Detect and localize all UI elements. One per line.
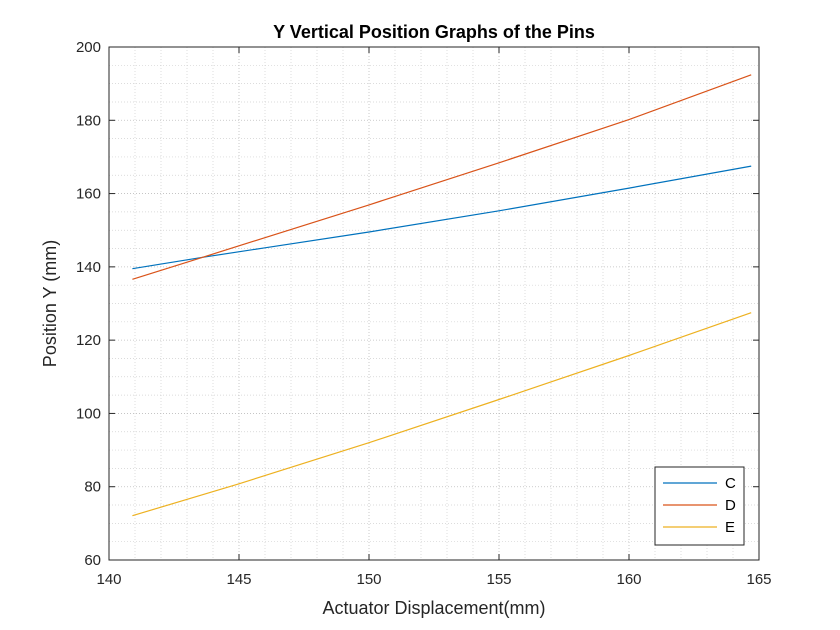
x-tick-label: 150: [356, 571, 381, 588]
minor-grid: [109, 47, 759, 560]
legend-label-e: E: [725, 519, 735, 536]
y-tick-label: 200: [76, 39, 101, 56]
legend-label-d: D: [725, 497, 736, 514]
y-tick-label: 100: [76, 405, 101, 422]
major-grid: [109, 47, 759, 560]
x-tick-label: 140: [96, 571, 121, 588]
chart-title: Y Vertical Position Graphs of the Pins: [273, 22, 595, 42]
y-tick-label: 60: [84, 552, 101, 569]
series-line-d: [132, 74, 752, 280]
legend: CDE: [654, 466, 745, 546]
legend-label-c: C: [725, 475, 736, 492]
axis-ticks: [108, 46, 760, 561]
legend-box: [654, 466, 745, 546]
x-axis-label: Actuator Displacement(mm): [322, 598, 545, 618]
y-tick-label: 140: [76, 259, 101, 276]
y-tick-label: 80: [84, 479, 101, 496]
y-axis-label: Position Y (mm): [40, 240, 60, 367]
tick-labels: 140 145 150 155 160 165 60 80 100 120 140 160 180 200: [76, 39, 772, 588]
y-tick-label: 180: [76, 112, 101, 129]
x-tick-label: 145: [226, 571, 251, 588]
x-tick-label: 160: [616, 571, 641, 588]
series-layer: [132, 74, 752, 517]
x-tick-label: 155: [486, 571, 511, 588]
series-line-e: [132, 312, 752, 517]
y-tick-label: 160: [76, 186, 101, 203]
y-tick-label: 120: [76, 332, 101, 349]
x-tick-label: 165: [746, 571, 771, 588]
plot-frame: [108, 46, 760, 561]
